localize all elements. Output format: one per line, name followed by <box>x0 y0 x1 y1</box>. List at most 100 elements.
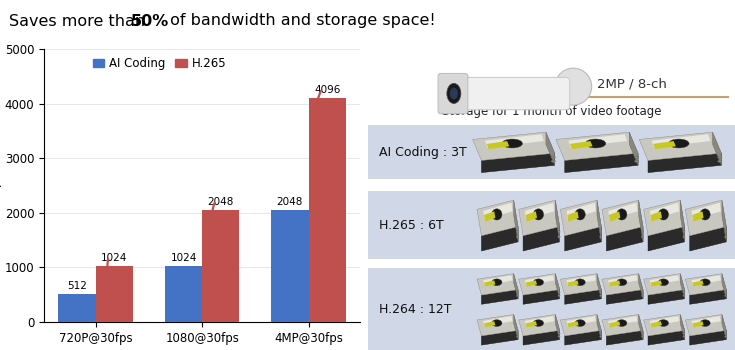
Text: 512: 512 <box>67 281 87 291</box>
Polygon shape <box>648 153 721 173</box>
Polygon shape <box>644 200 685 236</box>
Polygon shape <box>685 274 726 295</box>
Ellipse shape <box>725 292 727 294</box>
Polygon shape <box>689 289 726 304</box>
Polygon shape <box>652 134 710 148</box>
Ellipse shape <box>551 160 556 162</box>
Polygon shape <box>564 226 601 251</box>
Polygon shape <box>689 226 726 251</box>
Ellipse shape <box>558 230 560 233</box>
Polygon shape <box>514 200 518 242</box>
Ellipse shape <box>600 295 602 297</box>
Ellipse shape <box>558 336 560 337</box>
Polygon shape <box>567 275 596 285</box>
Bar <box>271 210 309 322</box>
Polygon shape <box>608 203 637 219</box>
Ellipse shape <box>492 320 502 327</box>
Polygon shape <box>644 315 685 336</box>
Polygon shape <box>648 289 685 304</box>
Polygon shape <box>477 315 518 336</box>
Text: 4096: 4096 <box>314 85 340 95</box>
Ellipse shape <box>558 332 560 334</box>
Ellipse shape <box>516 332 518 334</box>
Bar <box>96 266 133 322</box>
Polygon shape <box>556 274 560 299</box>
Polygon shape <box>567 316 596 326</box>
Text: Saves more than: Saves more than <box>9 14 150 28</box>
Ellipse shape <box>617 209 627 220</box>
Polygon shape <box>567 211 578 222</box>
Ellipse shape <box>492 279 502 286</box>
Ellipse shape <box>683 230 685 233</box>
Ellipse shape <box>575 320 585 327</box>
Polygon shape <box>644 274 685 295</box>
Text: 1024: 1024 <box>171 253 197 263</box>
FancyBboxPatch shape <box>438 74 467 114</box>
Polygon shape <box>722 200 726 242</box>
Polygon shape <box>485 134 544 148</box>
Ellipse shape <box>516 230 518 233</box>
Bar <box>59 294 96 322</box>
Polygon shape <box>722 315 726 340</box>
Polygon shape <box>567 203 596 219</box>
Polygon shape <box>567 321 578 327</box>
Ellipse shape <box>516 235 518 238</box>
Polygon shape <box>481 330 518 345</box>
Ellipse shape <box>502 139 523 148</box>
Polygon shape <box>484 211 495 222</box>
Ellipse shape <box>725 235 727 238</box>
Ellipse shape <box>725 230 727 233</box>
Polygon shape <box>570 141 592 149</box>
Polygon shape <box>639 315 643 340</box>
Polygon shape <box>523 226 560 251</box>
Polygon shape <box>560 200 601 236</box>
Polygon shape <box>481 153 555 173</box>
Polygon shape <box>722 274 726 299</box>
Ellipse shape <box>617 320 627 327</box>
Text: H.265 : 6T: H.265 : 6T <box>379 219 443 232</box>
Ellipse shape <box>600 230 602 233</box>
Ellipse shape <box>634 160 639 162</box>
Text: AI Coding : 3T: AI Coding : 3T <box>379 146 466 159</box>
Polygon shape <box>692 203 721 219</box>
Polygon shape <box>681 200 685 242</box>
Polygon shape <box>692 316 721 326</box>
FancyBboxPatch shape <box>368 268 735 350</box>
Polygon shape <box>564 153 638 173</box>
Polygon shape <box>487 141 509 149</box>
Polygon shape <box>546 132 555 165</box>
Polygon shape <box>650 275 679 285</box>
Ellipse shape <box>641 235 643 238</box>
Ellipse shape <box>600 332 602 334</box>
Polygon shape <box>477 274 518 295</box>
Polygon shape <box>477 200 518 236</box>
Polygon shape <box>564 330 601 345</box>
Polygon shape <box>519 200 560 236</box>
Polygon shape <box>639 200 643 242</box>
Ellipse shape <box>551 156 556 159</box>
Text: 2048: 2048 <box>207 197 234 207</box>
Ellipse shape <box>534 209 544 220</box>
Ellipse shape <box>641 295 643 297</box>
Ellipse shape <box>725 336 727 337</box>
FancyBboxPatch shape <box>368 191 735 259</box>
Polygon shape <box>483 275 512 285</box>
Ellipse shape <box>634 156 639 159</box>
Polygon shape <box>560 315 601 336</box>
Ellipse shape <box>725 295 727 297</box>
Ellipse shape <box>555 68 592 105</box>
Ellipse shape <box>516 336 518 337</box>
Polygon shape <box>564 289 601 304</box>
Polygon shape <box>484 280 495 287</box>
Polygon shape <box>481 226 518 251</box>
Polygon shape <box>568 134 627 148</box>
Legend: AI Coding, H.265: AI Coding, H.265 <box>88 52 231 75</box>
Polygon shape <box>653 141 676 149</box>
Polygon shape <box>689 330 726 345</box>
Ellipse shape <box>641 230 643 233</box>
Polygon shape <box>526 321 537 327</box>
Ellipse shape <box>585 139 606 148</box>
Polygon shape <box>526 211 537 222</box>
Polygon shape <box>681 315 685 340</box>
Ellipse shape <box>516 292 518 294</box>
